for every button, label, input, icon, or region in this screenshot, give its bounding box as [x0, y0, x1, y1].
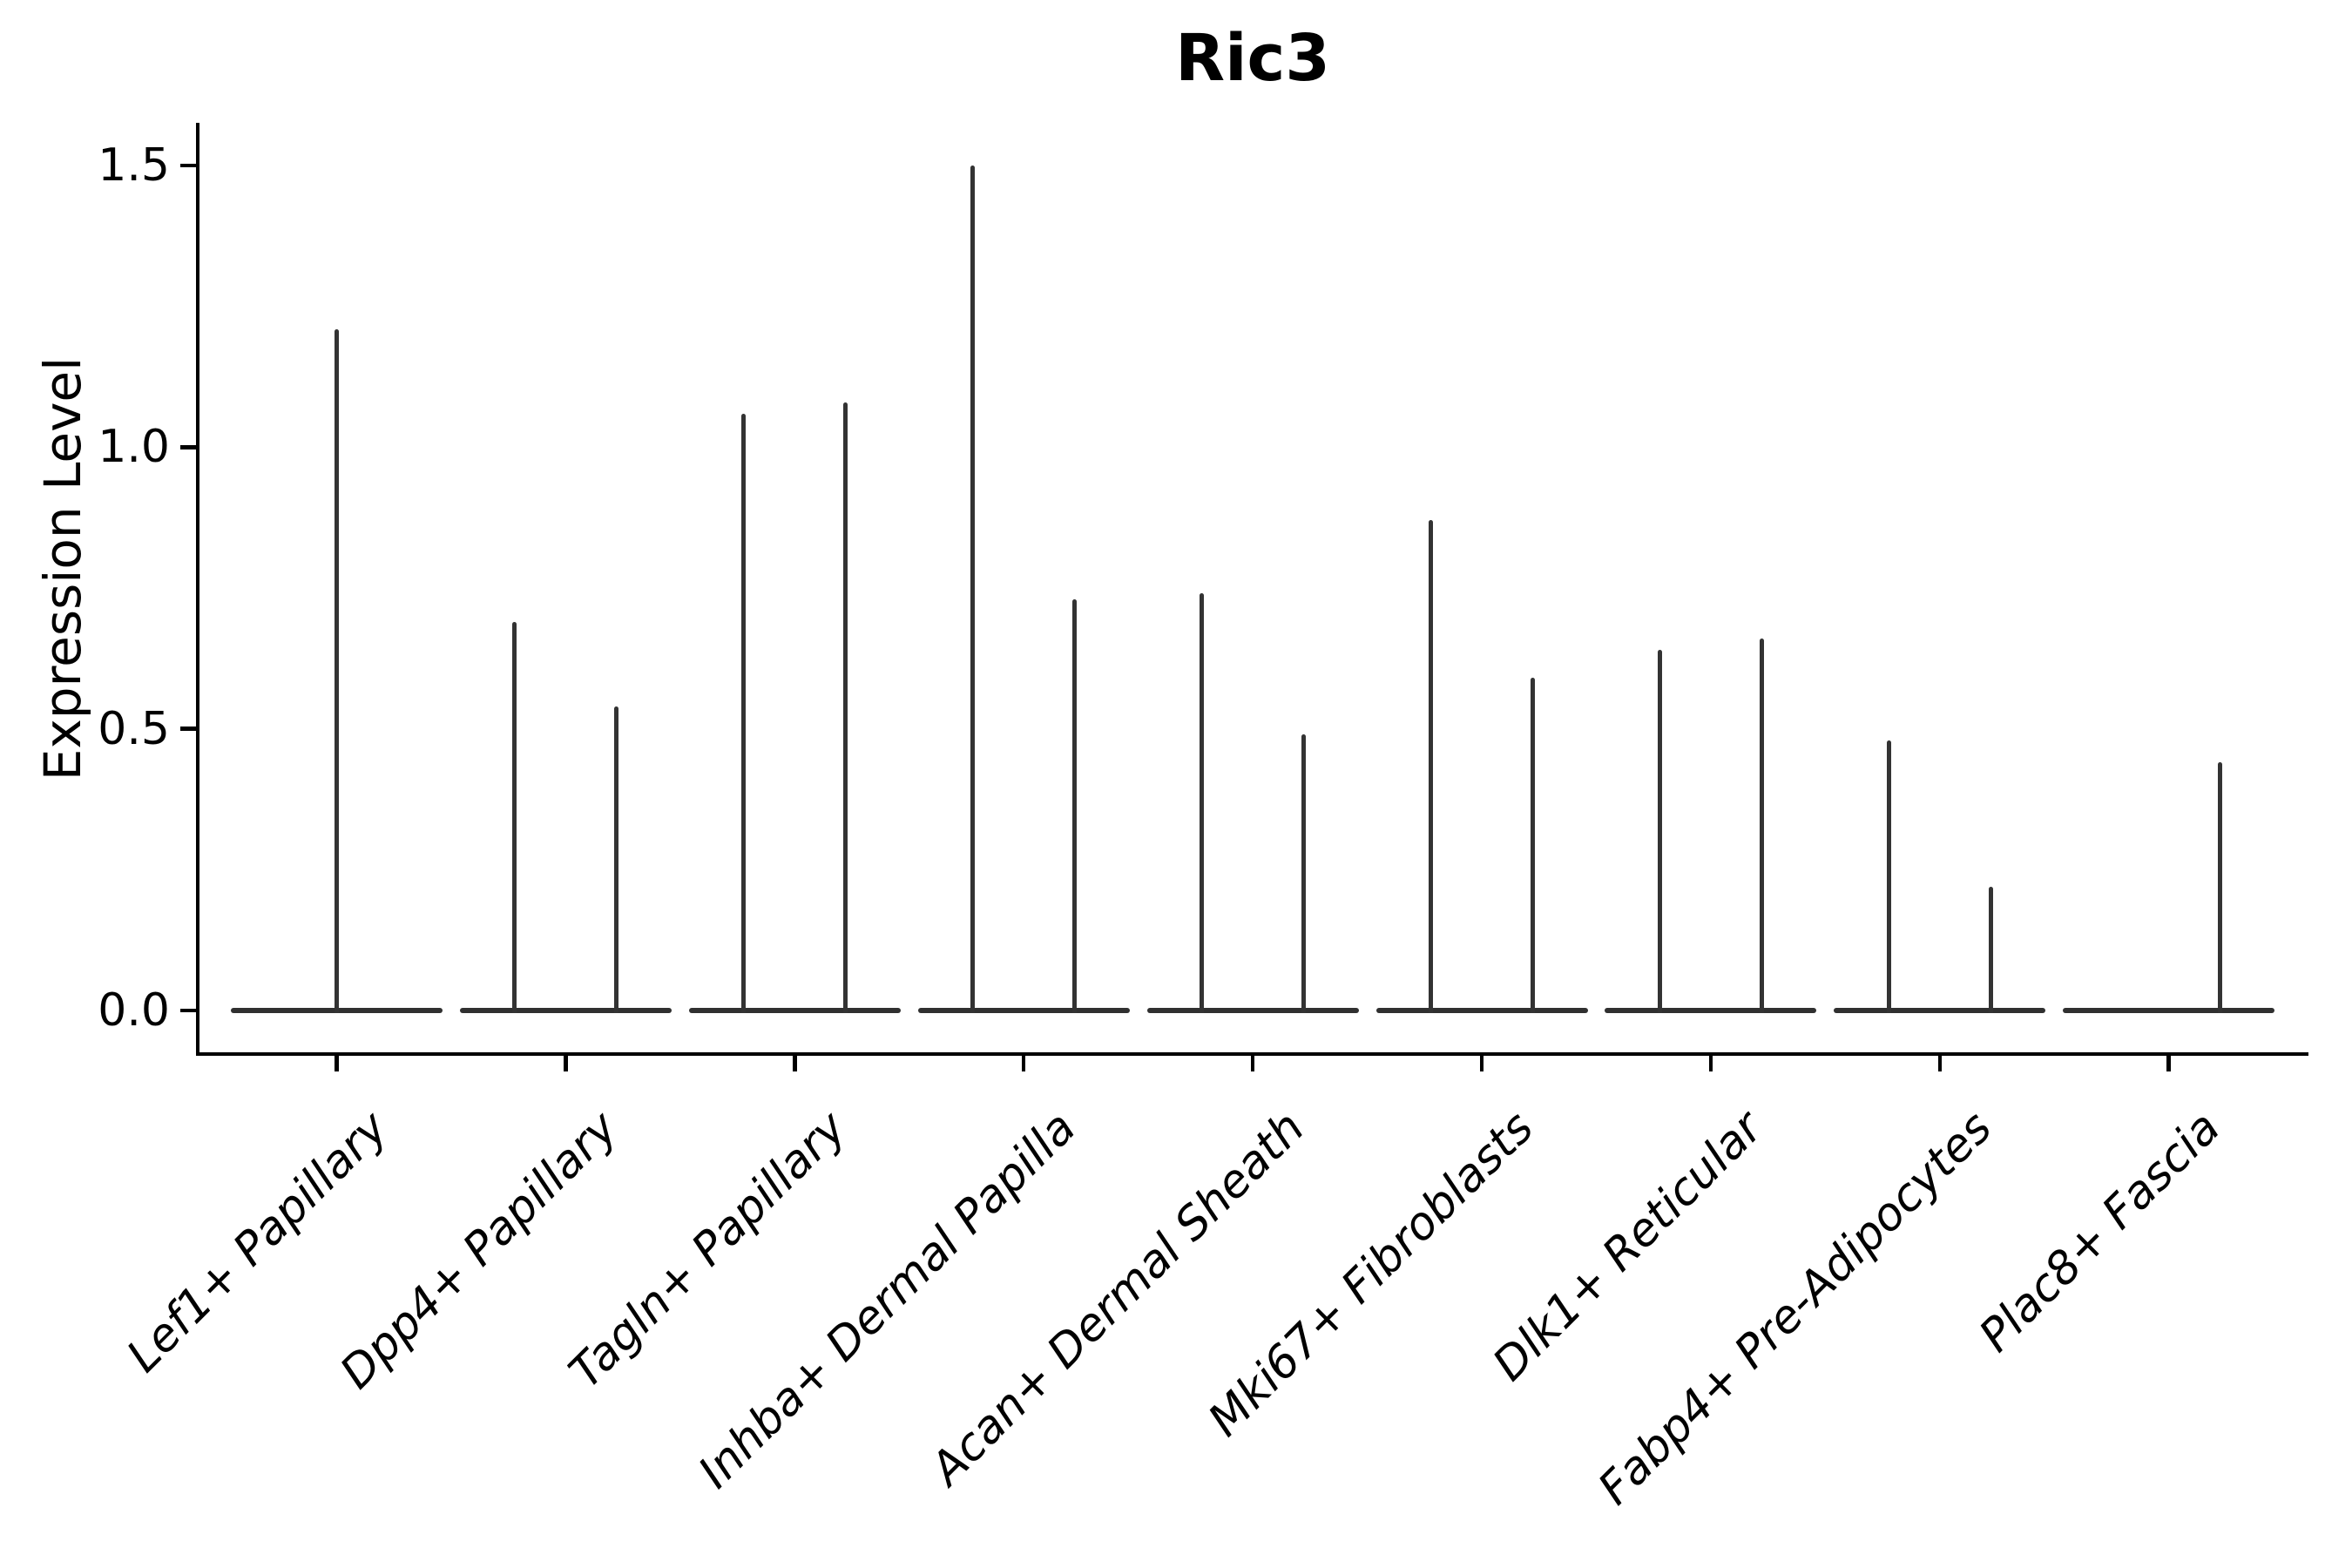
- x-tick-label: Acan+ Dermal Sheath: [921, 1101, 1315, 1496]
- violin-spike: [741, 413, 747, 1013]
- y-tick-label: 1.5: [98, 139, 170, 192]
- y-tick-label: 0.5: [98, 702, 170, 755]
- violin-base: [1375, 1007, 1588, 1014]
- x-tick: [1021, 1056, 1026, 1072]
- violin-spike: [1531, 678, 1535, 1013]
- x-tick: [1708, 1056, 1713, 1072]
- x-tick: [793, 1056, 797, 1072]
- violin-spike: [1988, 886, 1993, 1013]
- violin-spike: [512, 621, 517, 1013]
- x-tick: [1937, 1056, 1943, 1072]
- violin-base: [459, 1007, 672, 1014]
- x-tick-label: Plac8+ Fascia: [1970, 1101, 2231, 1362]
- y-tick: [179, 727, 196, 731]
- violin-spike: [335, 328, 339, 1013]
- x-tick: [335, 1056, 339, 1072]
- x-axis-spine: [195, 1051, 2308, 1057]
- violin-base: [1605, 1007, 1817, 1014]
- violin-base: [1146, 1007, 1359, 1014]
- y-tick: [179, 163, 196, 168]
- x-tick: [1479, 1056, 1484, 1072]
- violin-base: [2063, 1007, 2275, 1014]
- x-tick: [1250, 1056, 1255, 1072]
- violin-spike: [1301, 734, 1307, 1013]
- violin-spike: [1429, 520, 1433, 1013]
- violin-spike: [2217, 762, 2222, 1013]
- y-tick-label: 1.0: [98, 421, 170, 474]
- violin-spike: [843, 402, 848, 1013]
- violin-spike: [970, 165, 976, 1013]
- violin-spike: [1657, 650, 1662, 1013]
- y-tick: [179, 445, 196, 449]
- violin-base: [917, 1007, 1130, 1014]
- y-tick: [179, 1008, 196, 1013]
- violin-base: [1834, 1007, 2046, 1014]
- violin-spike: [1886, 740, 1891, 1013]
- y-axis-label: Expression Level: [33, 356, 92, 781]
- violin-spike: [1759, 639, 1764, 1013]
- x-tick: [564, 1056, 568, 1072]
- x-tick-label: Fabp4+ Pre-Adipocytes: [1588, 1101, 2002, 1516]
- x-tick-label: Inhba+ Dermal Papilla: [688, 1101, 1086, 1499]
- y-tick-label: 0.0: [98, 984, 170, 1037]
- violin-spike: [1072, 598, 1078, 1013]
- x-tick: [2166, 1056, 2171, 1072]
- violin-base: [688, 1007, 901, 1014]
- violin-spike: [1200, 593, 1205, 1013]
- plot-title: Ric3: [1175, 21, 1330, 96]
- violin-spike: [614, 706, 619, 1013]
- y-axis-spine: [195, 123, 200, 1057]
